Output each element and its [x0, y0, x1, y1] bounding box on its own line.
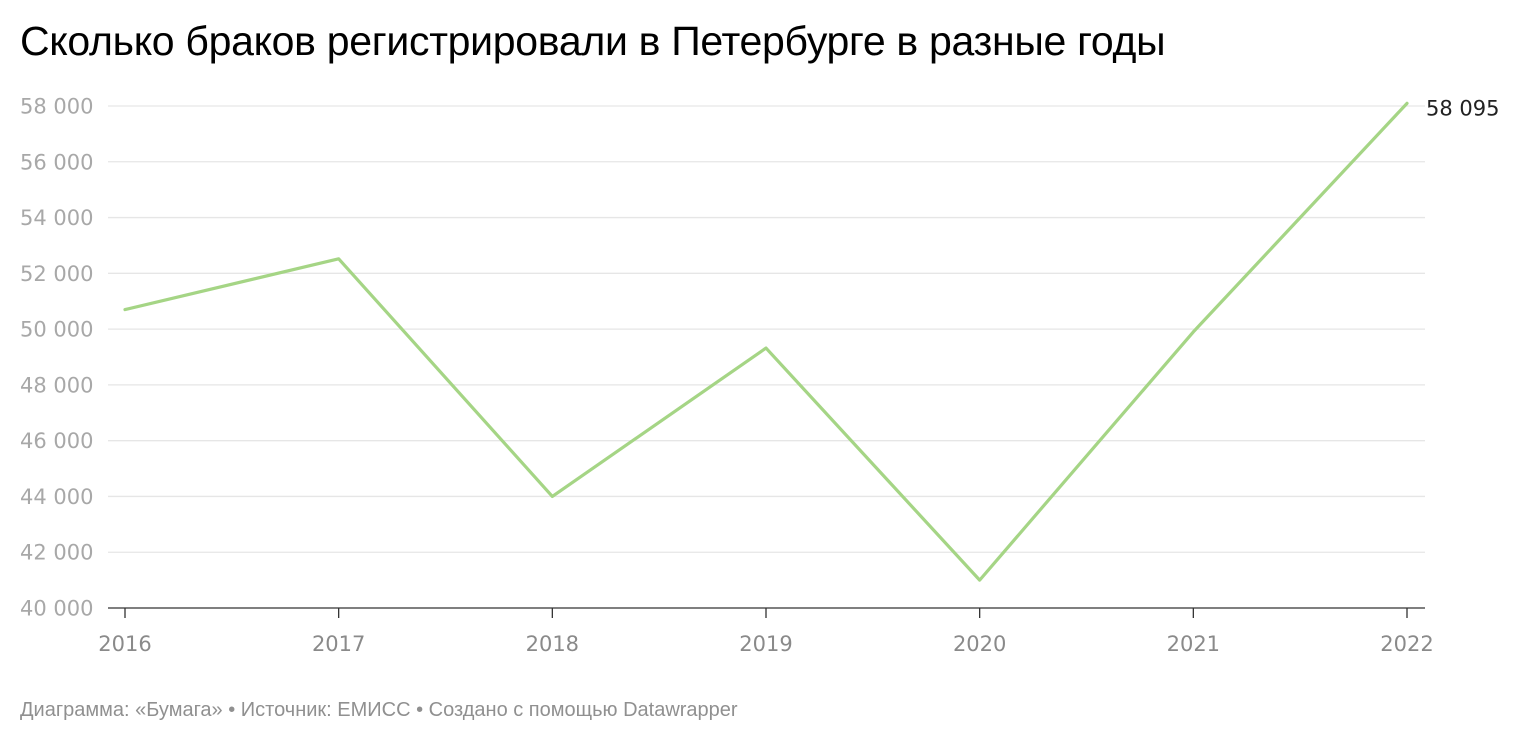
- y-tick-label: 40 000: [20, 597, 93, 621]
- series-lines: [123, 101, 1409, 582]
- y-tick-label: 54 000: [20, 206, 93, 230]
- y-tick-label: 48 000: [20, 373, 93, 397]
- chart-title: Сколько браков регистрировали в Петербур…: [20, 18, 1166, 64]
- x-tick-label: 2022: [1380, 632, 1433, 656]
- last-value-label: 58 095: [1426, 96, 1499, 120]
- y-tick-label: 58 000: [20, 95, 93, 119]
- x-tick-label: 2020: [953, 632, 1006, 656]
- y-tick-label: 50 000: [20, 318, 93, 342]
- y-axis-tick-labels: 40 000 42 000 44 000 46 000 48 000 50 000 52 0…: [20, 95, 93, 621]
- x-axis: 2016 2017 2018 2019 2020 2021 2022: [98, 607, 1434, 656]
- y-tick-label: 42 000: [20, 541, 93, 565]
- data-labels: 58 095: [1426, 96, 1499, 120]
- x-tick-label: 2019: [739, 632, 792, 656]
- y-tick-label: 56 000: [20, 150, 93, 174]
- gridlines: [108, 105, 1425, 553]
- x-tick-label: 2016: [98, 632, 151, 656]
- series-line: [123, 101, 1409, 582]
- y-tick-label: 52 000: [20, 262, 93, 286]
- chart-footer: Диаграмма: «Бумага» • Источник: ЕМИСС • …: [20, 699, 738, 721]
- x-tick-label: 2021: [1167, 632, 1220, 656]
- x-tick-label: 2017: [312, 632, 365, 656]
- y-tick-label: 46 000: [20, 429, 93, 453]
- y-tick-label: 44 000: [20, 485, 93, 509]
- x-tick-label: 2018: [526, 632, 579, 656]
